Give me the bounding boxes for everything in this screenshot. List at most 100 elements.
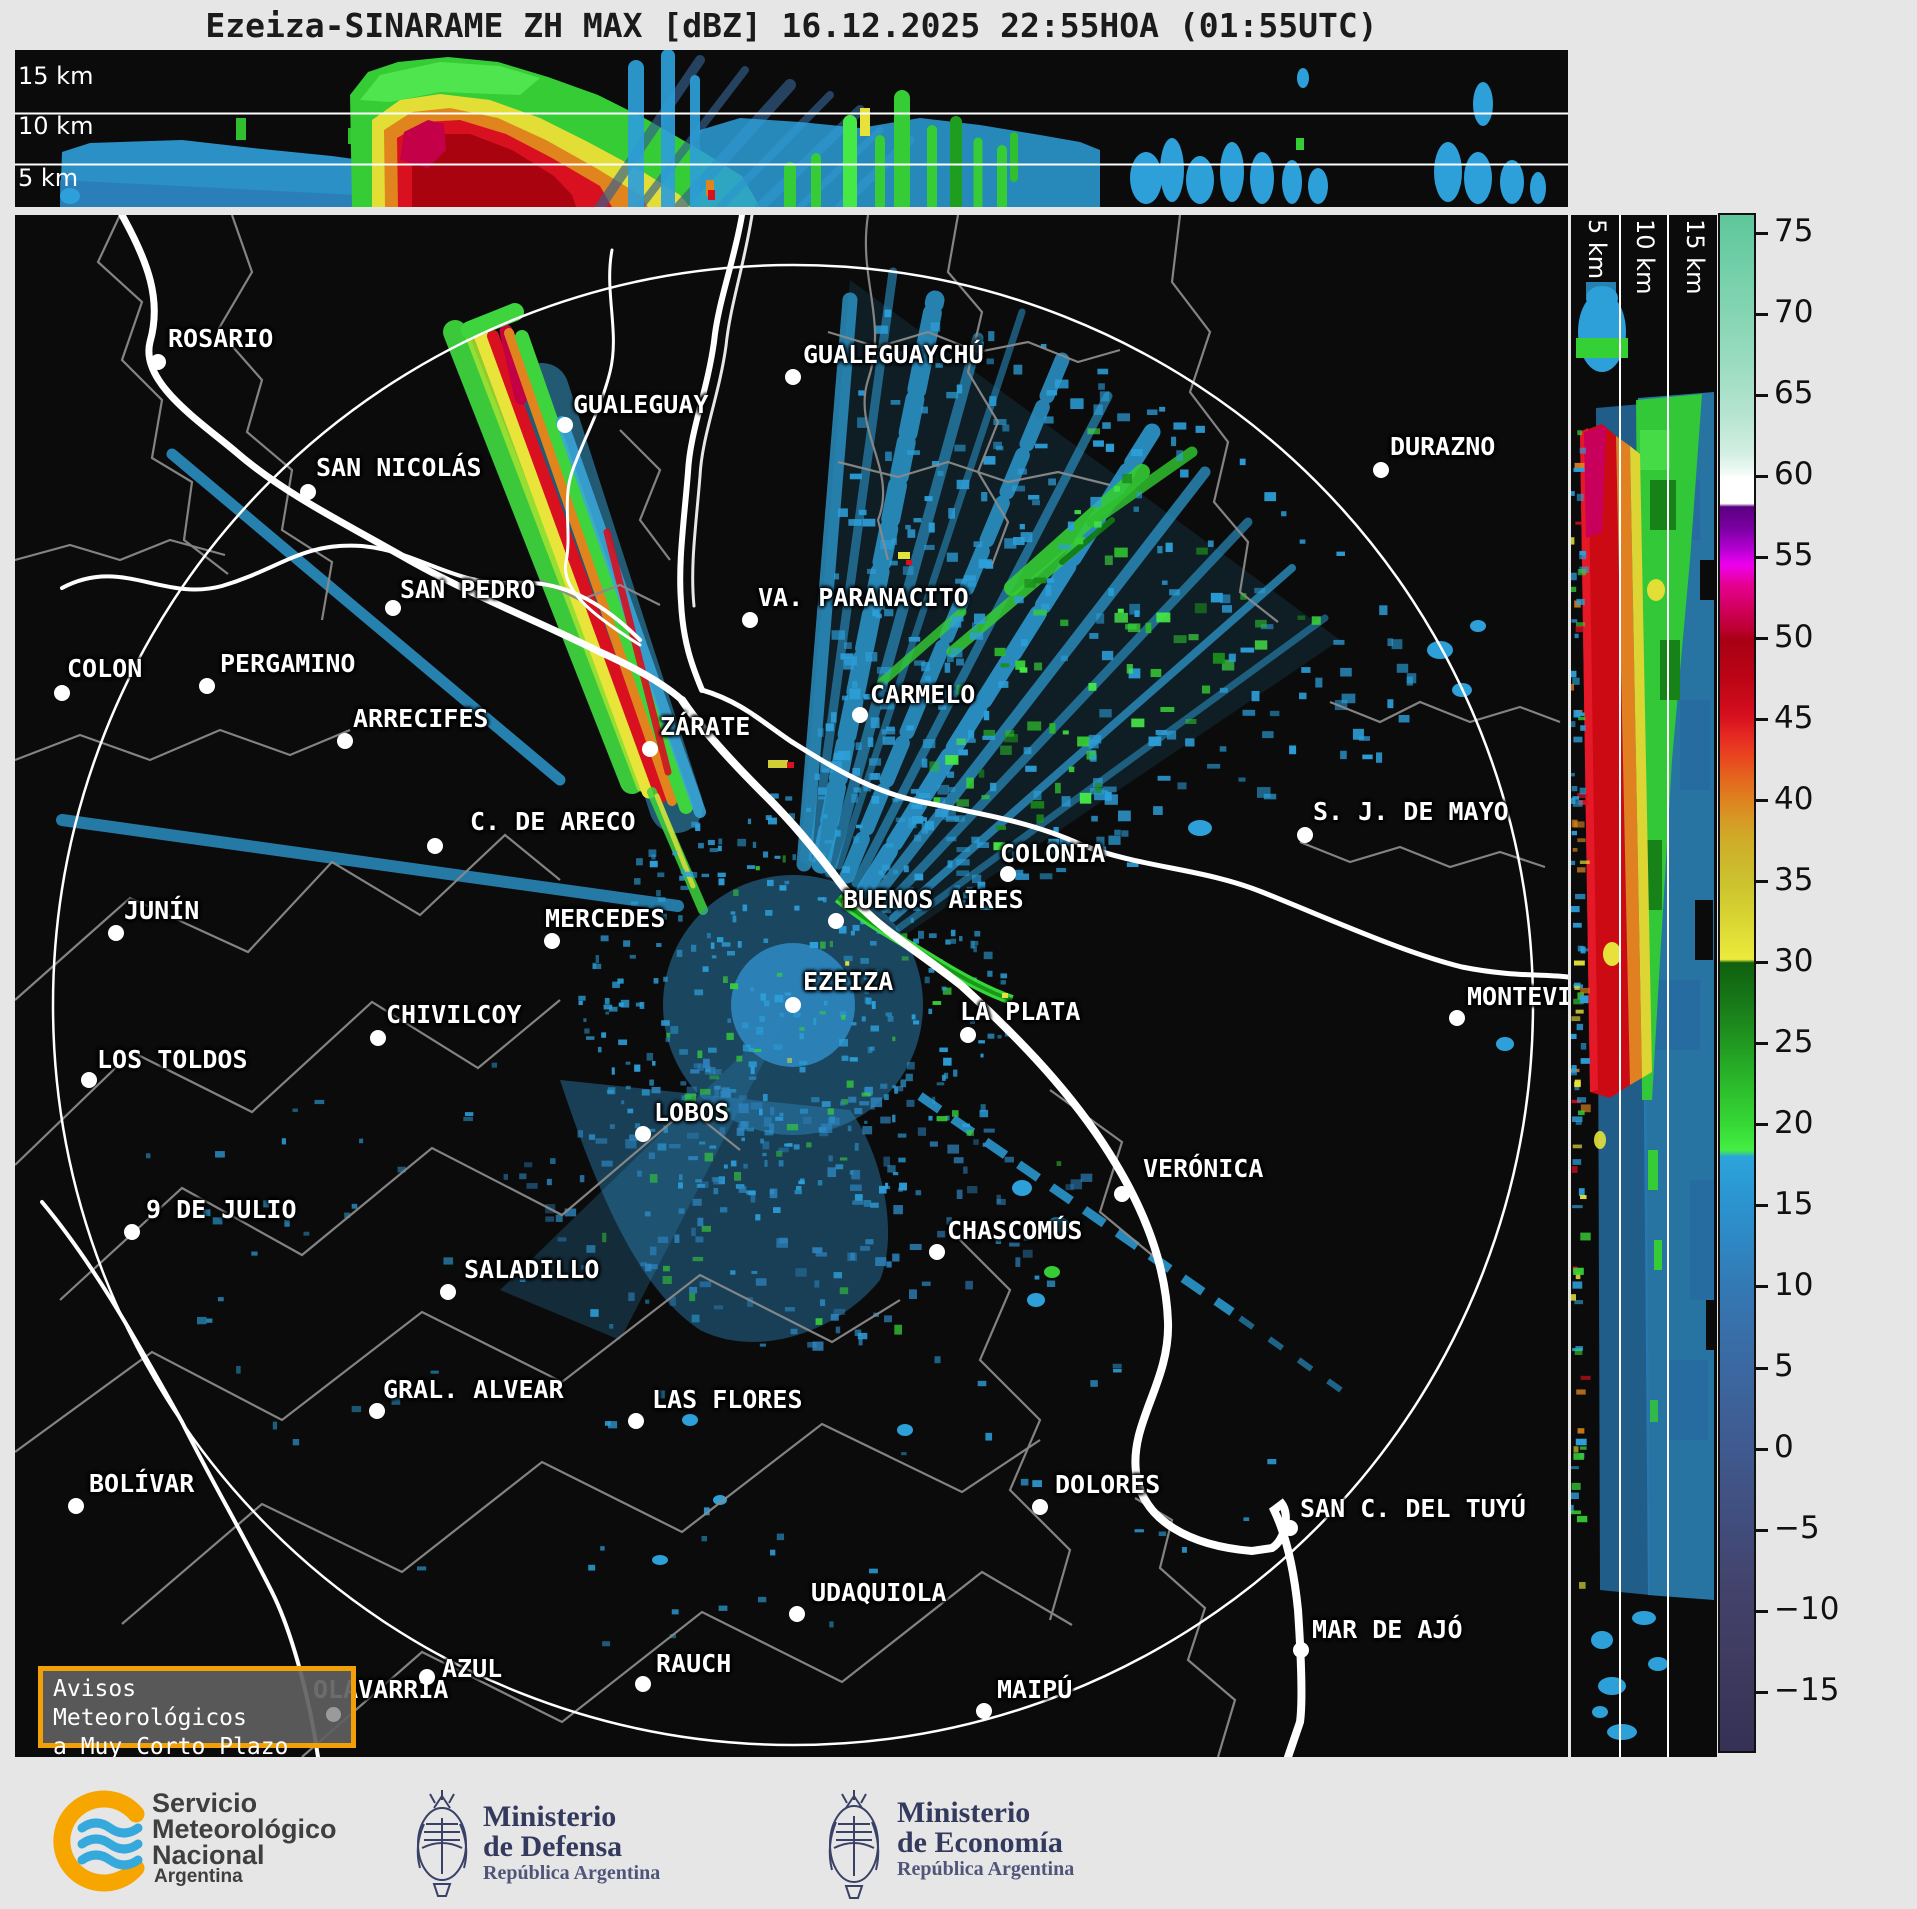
city-dot xyxy=(150,354,166,370)
city-label: SALADILLO xyxy=(464,1255,600,1284)
city-dot xyxy=(1000,866,1016,882)
colorbar-tick-label: 50 xyxy=(1774,618,1814,655)
city-dot xyxy=(300,484,316,500)
smn-name-line3: Nacional xyxy=(152,1840,265,1870)
city-dot xyxy=(1282,1520,1298,1536)
city-label: MONTEVIDEO xyxy=(1467,982,1568,1011)
colorbar-tick-label: −10 xyxy=(1774,1591,1840,1628)
colorbar-tick-label: 70 xyxy=(1774,294,1814,331)
city-label: SAN NICOLÁS xyxy=(316,453,482,482)
city-label: BUENOS AIRES xyxy=(843,885,1024,914)
page-title: Ezeiza-SINARAME ZH MAX [dBZ] 16.12.2025 … xyxy=(205,6,1378,45)
city-dot xyxy=(642,741,658,757)
city-dot xyxy=(557,417,573,433)
smn-country-label: Argentina xyxy=(154,1866,243,1887)
economia-crest-icon xyxy=(828,1790,880,1899)
city-label: COLON xyxy=(67,654,143,683)
colorbar-tick-label: 45 xyxy=(1774,699,1814,736)
city-dot xyxy=(1032,1499,1048,1515)
city-dot xyxy=(385,600,401,616)
colorbar-tick-mark xyxy=(1756,312,1768,316)
city-dot xyxy=(369,1403,385,1419)
colorbar-tick-label: 30 xyxy=(1774,942,1814,979)
height-label: 5 km xyxy=(1583,219,1611,280)
city-dot xyxy=(929,1244,945,1260)
colorbar-tick-label: 35 xyxy=(1774,861,1814,898)
colorbar-tick-label: 55 xyxy=(1774,537,1814,574)
colorbar-tick-mark xyxy=(1756,474,1768,478)
city-dot xyxy=(960,1027,976,1043)
right-cross-section-graphic xyxy=(1571,215,1717,1757)
city-label: ZÁRATE xyxy=(660,712,751,741)
city-dot xyxy=(742,612,758,628)
city-label: BOLÍVAR xyxy=(89,1469,195,1498)
city-dot xyxy=(108,925,124,941)
colorbar-tick-label: 65 xyxy=(1774,375,1814,412)
city-label: JUNÍN xyxy=(124,896,200,925)
height-label: 15 km xyxy=(1681,219,1709,295)
city-label: VERÓNICA xyxy=(1143,1154,1264,1183)
defensa-line2: de Defensa xyxy=(483,1830,623,1863)
colorbar-tick-label: 20 xyxy=(1774,1104,1814,1141)
city-dot xyxy=(440,1284,456,1300)
city-dot xyxy=(544,933,560,949)
city-dot xyxy=(1373,462,1389,478)
city-label: LOS TOLDOS xyxy=(97,1045,248,1074)
colorbar-tick-label: 15 xyxy=(1774,1185,1814,1222)
colorbar-tick-mark xyxy=(1756,1690,1768,1694)
colorbar-tick-label: 40 xyxy=(1774,780,1814,817)
city-label: VA. PARANACITO xyxy=(758,583,969,612)
colorbar-tick-label: 25 xyxy=(1774,1023,1814,1060)
city-label: ROSARIO xyxy=(168,324,274,353)
colorbar-tick-mark xyxy=(1756,555,1768,559)
city-dot xyxy=(628,1413,644,1429)
smn-name-line2: Meteorológico xyxy=(152,1814,337,1844)
city-dot xyxy=(789,1606,805,1622)
city-label: CHIVILCOY xyxy=(386,1000,522,1029)
colorbar-tick-mark xyxy=(1756,961,1768,965)
colorbar-tick-mark xyxy=(1756,1285,1768,1289)
economia-line3: República Argentina xyxy=(897,1858,1075,1880)
colorbar-tick-label: 0 xyxy=(1774,1429,1794,1466)
city-label: GUALEGUAYCHÚ xyxy=(803,340,984,369)
city-dot xyxy=(1114,1186,1130,1202)
city-label: GRAL. ALVEAR xyxy=(383,1375,564,1404)
colorbar-tick-label: −15 xyxy=(1774,1672,1840,1709)
colorbar-tick-mark xyxy=(1756,1528,1768,1532)
city-label: COLONIA xyxy=(1000,839,1106,868)
colorbar-tick-mark xyxy=(1756,880,1768,884)
city-label: UDAQUIOLA xyxy=(811,1578,947,1607)
alert-box[interactable]: Avisos Meteorológicos a Muy Corto Plazo xyxy=(38,1666,356,1757)
city-dot xyxy=(635,1676,651,1692)
smn-logo-icon xyxy=(53,1790,145,1892)
city-dot xyxy=(54,685,70,701)
city-label: DOLORES xyxy=(1055,1470,1161,1499)
top-cross-section-panel: 15 km 10 km 5 km xyxy=(15,50,1568,207)
colorbar-tick-mark xyxy=(1756,1123,1768,1127)
colorbar xyxy=(1718,213,1756,1753)
colorbar-tick-mark xyxy=(1756,393,1768,397)
colorbar-tick-label: −5 xyxy=(1774,1510,1820,1547)
colorbar-tick-mark xyxy=(1756,718,1768,722)
city-dot xyxy=(68,1498,84,1514)
city-dot xyxy=(337,733,353,749)
city-label: MERCEDES xyxy=(545,904,666,933)
colorbar-tick-label: 10 xyxy=(1774,1266,1814,1303)
city-label: SAN C. DEL TUYÚ xyxy=(1300,1494,1526,1523)
city-label: DURAZNO xyxy=(1390,432,1496,461)
colorbar-tick-mark xyxy=(1756,1609,1768,1613)
city-label: SAN PEDRO xyxy=(400,575,536,604)
city-dot xyxy=(828,913,844,929)
radar-map-graphic xyxy=(15,215,1568,1757)
height-label: 10 km xyxy=(1631,219,1659,295)
colorbar-tick-mark xyxy=(1756,1447,1768,1451)
right-cross-section-panel: 5 km 10 km 15 km xyxy=(1571,215,1717,1757)
defensa-crest-icon xyxy=(416,1790,468,1897)
range-ring xyxy=(51,263,1535,1747)
city-label: AZUL xyxy=(442,1654,503,1683)
city-dot xyxy=(1293,1642,1309,1658)
height-label: 10 km xyxy=(18,112,94,140)
map-panel: ROSARIO GUALEGUAYCHÚ GUALEGUAY SAN NICOLÁS D… xyxy=(15,215,1568,1757)
city-label: ARRECIFES xyxy=(353,704,489,733)
